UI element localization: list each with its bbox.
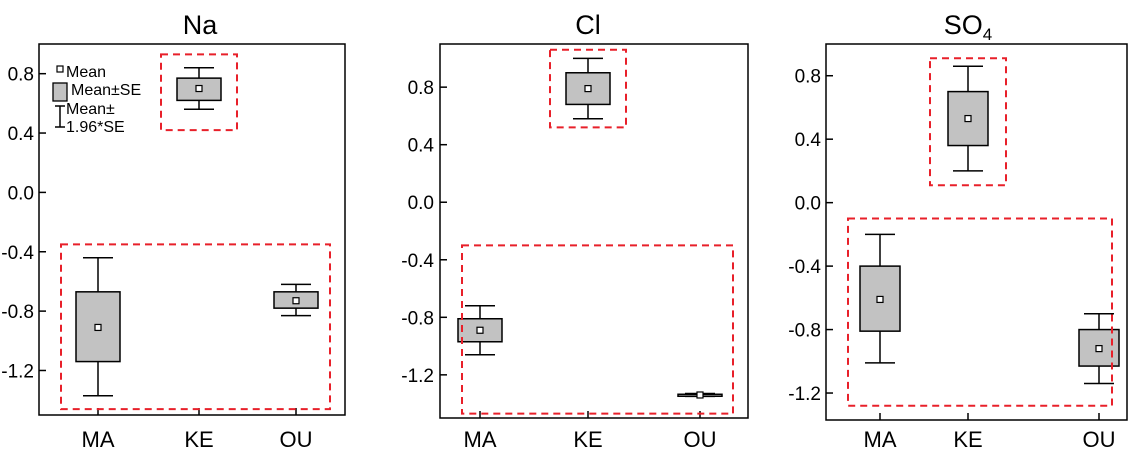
mean-marker bbox=[476, 326, 484, 334]
x-tick-label: OU bbox=[684, 427, 717, 452]
y-tick-label: -0.4 bbox=[1, 243, 34, 264]
y-tick-label: 0.4 bbox=[795, 130, 822, 151]
box-ou bbox=[1078, 312, 1120, 385]
chart-title: Na bbox=[183, 10, 218, 40]
y-tick-label: -0.8 bbox=[401, 308, 434, 329]
mean-marker bbox=[696, 391, 704, 399]
legend-label-se: Mean±SE bbox=[71, 82, 141, 99]
mean-marker bbox=[584, 84, 592, 93]
y-tick-label: -0.8 bbox=[1, 302, 34, 323]
x-tick-label: KE bbox=[953, 427, 982, 452]
legend-label-ci-1: Mean± bbox=[66, 101, 115, 118]
chart-title: Cl bbox=[575, 10, 601, 40]
y-tick-label: -1.2 bbox=[1, 361, 34, 382]
chart-title-subscript: 4 bbox=[983, 25, 992, 44]
y-tick-label: 0.8 bbox=[795, 67, 821, 88]
highlight-box-2 bbox=[847, 217, 1113, 407]
mean-marker bbox=[1095, 345, 1103, 353]
y-tick-label: 0.4 bbox=[408, 136, 435, 157]
box-ke bbox=[565, 57, 611, 120]
y-tick-label: 0.8 bbox=[408, 78, 434, 99]
mean-marker bbox=[292, 297, 300, 305]
legend-label-ci-2: 1.96*SE bbox=[66, 119, 125, 136]
highlight-box-1 bbox=[929, 57, 1007, 187]
x-tick-label: OU bbox=[280, 427, 313, 452]
highlight-box-1 bbox=[549, 48, 627, 129]
x-tick-label: KE bbox=[184, 427, 213, 452]
y-tick-label: -0.8 bbox=[788, 321, 821, 342]
box-ma bbox=[457, 305, 503, 356]
plot-frame bbox=[825, 43, 1128, 421]
box-ke bbox=[947, 65, 989, 172]
legend-se-box bbox=[52, 82, 68, 102]
y-tick-label: 0.0 bbox=[795, 194, 821, 215]
y-tick-label: -1.2 bbox=[401, 366, 434, 387]
x-tick-label: MA bbox=[82, 427, 115, 452]
box-ma bbox=[75, 256, 121, 397]
chart-panel-1: Na 0.8 0.4 0.0 -0.4 -0.8 -1.2 MA KE OU MeanMean±SE… bbox=[1, 10, 346, 452]
mean-marker bbox=[195, 84, 203, 93]
plot-frame bbox=[439, 43, 749, 419]
x-tick-label: OU bbox=[1083, 427, 1116, 452]
plot-frame bbox=[38, 43, 346, 416]
highlight-box-2 bbox=[461, 244, 734, 415]
legend-label-mean: Mean bbox=[66, 64, 106, 81]
highlight-box-1 bbox=[160, 53, 238, 132]
x-tick-label: MA bbox=[464, 427, 497, 452]
y-tick-label: -0.4 bbox=[788, 257, 821, 278]
mean-marker bbox=[964, 114, 972, 123]
chart-title: SO4 bbox=[944, 10, 992, 44]
chart-panel-2: Cl 0.8 0.4 0.0 -0.4 -0.8 -1.2 MA KE OU bbox=[401, 10, 749, 452]
mean-marker bbox=[876, 295, 884, 304]
box-ou bbox=[273, 283, 319, 317]
mean-marker bbox=[94, 323, 102, 332]
x-tick-label: KE bbox=[573, 427, 602, 452]
y-tick-label: -1.2 bbox=[788, 384, 821, 405]
box-ke bbox=[176, 66, 222, 111]
y-tick-label: 0.0 bbox=[8, 183, 34, 204]
legend-mean-marker bbox=[56, 65, 64, 73]
box-ou bbox=[677, 391, 723, 399]
x-tick-label: MA bbox=[864, 427, 897, 452]
y-tick-label: 0.0 bbox=[408, 193, 434, 214]
y-tick-label: 0.8 bbox=[8, 65, 34, 86]
y-tick-label: -0.4 bbox=[401, 251, 434, 272]
y-tick-label: 0.4 bbox=[8, 124, 35, 145]
box-ma bbox=[859, 233, 901, 364]
highlight-box-2 bbox=[60, 243, 331, 411]
chart-panel-3: SO4 0.8 0.4 0.0 -0.4 -0.8 -1.2 MA KE OU bbox=[788, 10, 1128, 452]
